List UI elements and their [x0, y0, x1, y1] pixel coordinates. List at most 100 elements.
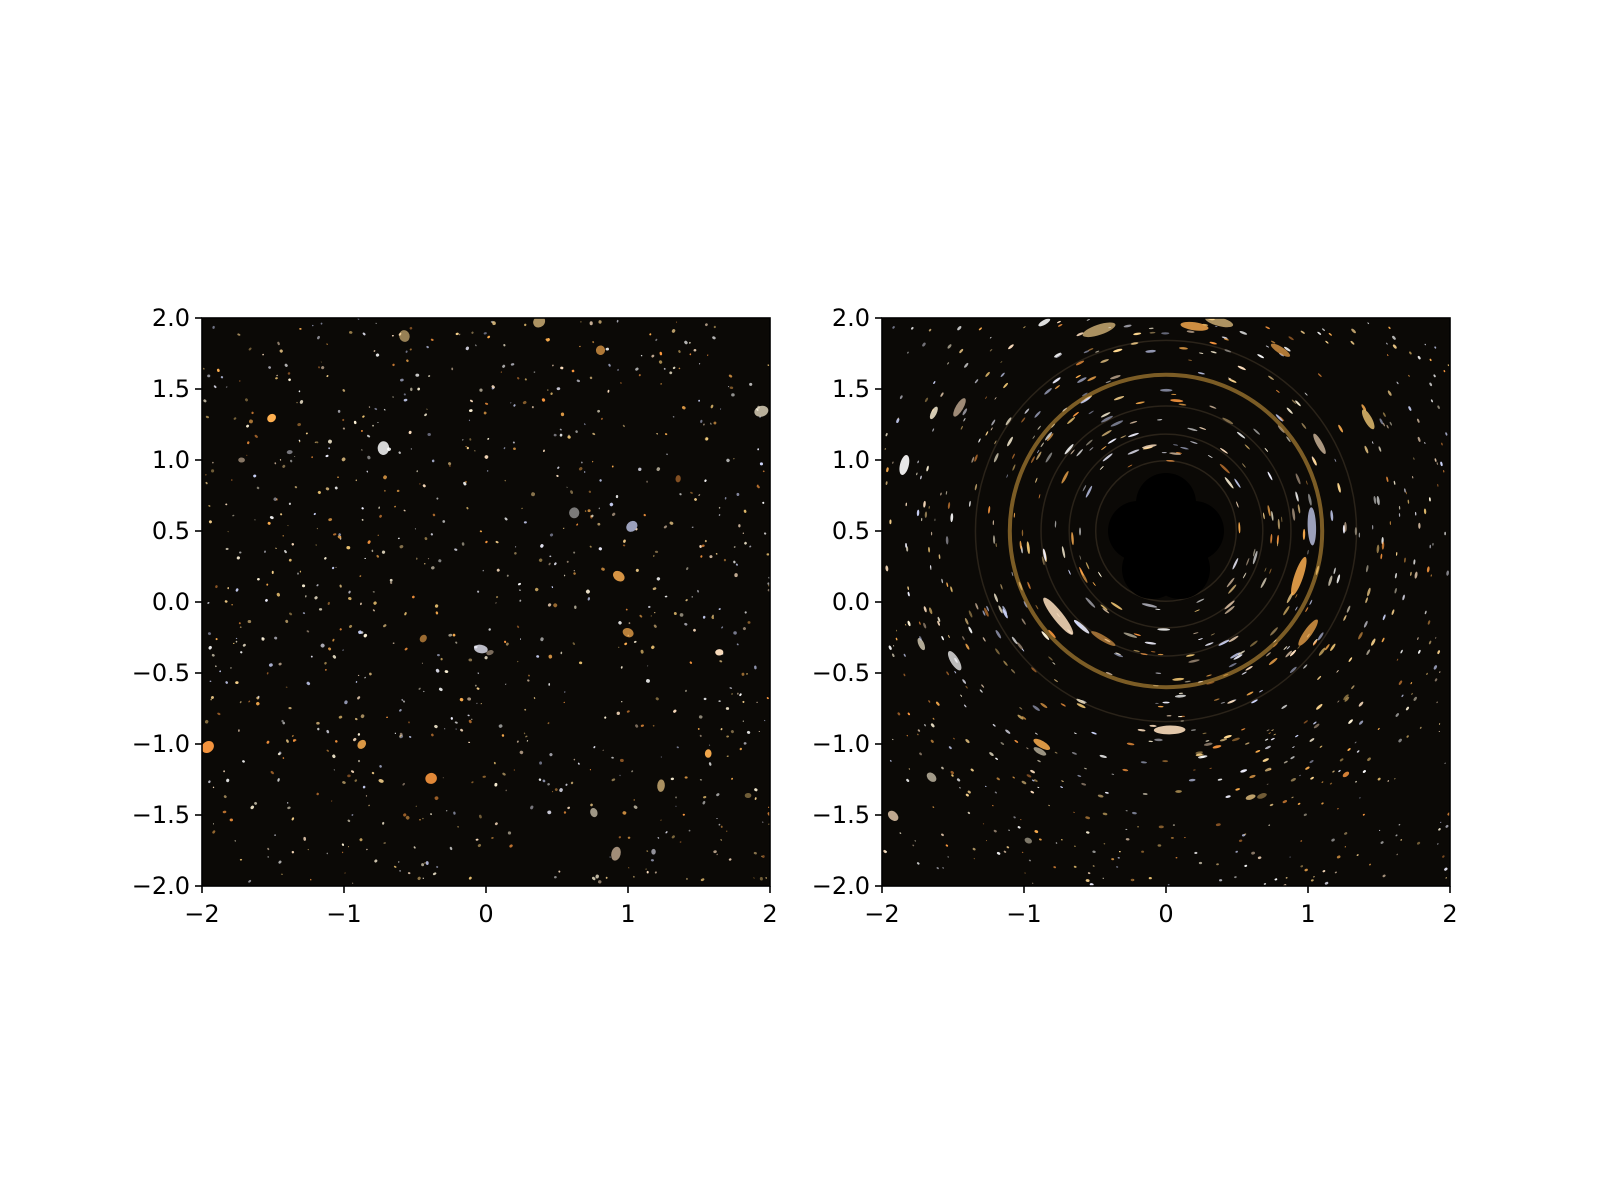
galaxy [210, 696, 214, 699]
galaxy [718, 608, 721, 610]
lensed-galaxy [1157, 705, 1164, 708]
y-tick-label: 2.0 [832, 304, 870, 332]
lensed-galaxy [1295, 594, 1298, 598]
galaxy [225, 681, 228, 684]
galaxy [761, 855, 763, 858]
galaxy [301, 584, 306, 588]
lensed-galaxy [1073, 732, 1077, 735]
lensed-galaxy [1097, 794, 1104, 798]
lensed-galaxy [1322, 870, 1326, 873]
galaxy [569, 507, 580, 519]
galaxy [427, 432, 431, 436]
galaxy [419, 634, 427, 643]
galaxy [720, 728, 723, 731]
galaxy [713, 850, 717, 854]
galaxy [291, 850, 295, 854]
lensed-galaxy [965, 739, 970, 744]
galaxy [658, 360, 663, 364]
galaxy [316, 584, 319, 587]
lensed-galaxy [916, 509, 920, 517]
galaxy [416, 470, 419, 473]
galaxy [516, 740, 519, 743]
lensed-galaxy [1111, 773, 1115, 775]
galaxy [530, 805, 534, 810]
lensed-galaxy [1295, 606, 1298, 611]
lensed-galaxy [1414, 511, 1417, 516]
galaxy [247, 619, 252, 624]
lensed-galaxy [1133, 649, 1140, 653]
galaxy [401, 698, 404, 701]
lensed-galaxy [1142, 444, 1157, 449]
lensed-galaxy [1377, 777, 1381, 781]
galaxy [601, 567, 605, 571]
galaxy [689, 661, 693, 664]
lensed-galaxy [1194, 609, 1200, 612]
lensed-galaxy [1234, 876, 1237, 879]
lensed-galaxy [892, 326, 895, 329]
lensed-galaxy [899, 395, 903, 400]
lensed-galaxy [1087, 376, 1097, 382]
galaxy [463, 481, 467, 486]
galaxy [285, 619, 289, 623]
galaxy [635, 367, 639, 371]
galaxy [313, 512, 316, 516]
lensed-galaxy [1444, 531, 1446, 536]
galaxy [285, 686, 288, 688]
lensed-galaxy [948, 634, 950, 639]
galaxy [573, 758, 576, 761]
lensed-galaxy [940, 492, 942, 496]
galaxy [475, 838, 479, 841]
lensed-galaxy [1125, 838, 1130, 841]
lensed-galaxy [983, 607, 989, 617]
galaxy [320, 643, 325, 648]
galaxy [728, 386, 730, 388]
y-tick-label: 0.5 [152, 517, 190, 545]
lensed-galaxy [1363, 620, 1368, 628]
galaxy [496, 568, 500, 572]
galaxy [270, 770, 274, 775]
y-tick-label: 1.5 [152, 375, 190, 403]
lensed-galaxy [1284, 346, 1291, 352]
galaxy [362, 332, 366, 336]
galaxy [466, 446, 469, 450]
galaxy [611, 512, 616, 517]
lensed-galaxy [1344, 521, 1347, 532]
galaxy [294, 486, 298, 489]
galaxy [312, 324, 314, 327]
galaxy [563, 574, 566, 577]
lensed-galaxy [1446, 570, 1449, 576]
lensed-galaxy [1299, 774, 1301, 777]
galaxy [410, 448, 413, 450]
galaxy [455, 641, 458, 644]
lensed-galaxy [968, 500, 971, 507]
lensed-galaxy [1220, 701, 1226, 704]
galaxy [678, 350, 681, 353]
right-y-axis: −2.0−1.5−1.0−0.50.00.51.01.52.0 [812, 304, 882, 900]
lensed-galaxy [1113, 348, 1123, 353]
galaxy [633, 805, 638, 809]
galaxy [367, 540, 371, 544]
galaxy [592, 460, 594, 463]
lensed-galaxy [1217, 778, 1223, 781]
lensed-galaxy [1064, 444, 1074, 455]
lensed-galaxy [978, 327, 982, 331]
lensed-galaxy [1101, 446, 1107, 451]
lensed-galaxy [1273, 733, 1276, 736]
lensed-galaxy [1376, 544, 1380, 554]
lensed-galaxy [1210, 633, 1215, 636]
galaxy [477, 844, 482, 847]
galaxy [347, 774, 351, 778]
galaxy [718, 514, 721, 516]
galaxy [581, 461, 583, 464]
lensed-galaxy [1309, 738, 1315, 742]
galaxy [503, 344, 506, 347]
galaxy [679, 493, 682, 496]
galaxy [436, 497, 439, 500]
galaxy [494, 782, 498, 787]
galaxy [611, 756, 614, 759]
galaxy [498, 724, 503, 728]
galaxy [268, 663, 273, 667]
lensed-galaxy [1198, 861, 1203, 865]
galaxy [396, 489, 400, 493]
galaxy [726, 755, 729, 757]
